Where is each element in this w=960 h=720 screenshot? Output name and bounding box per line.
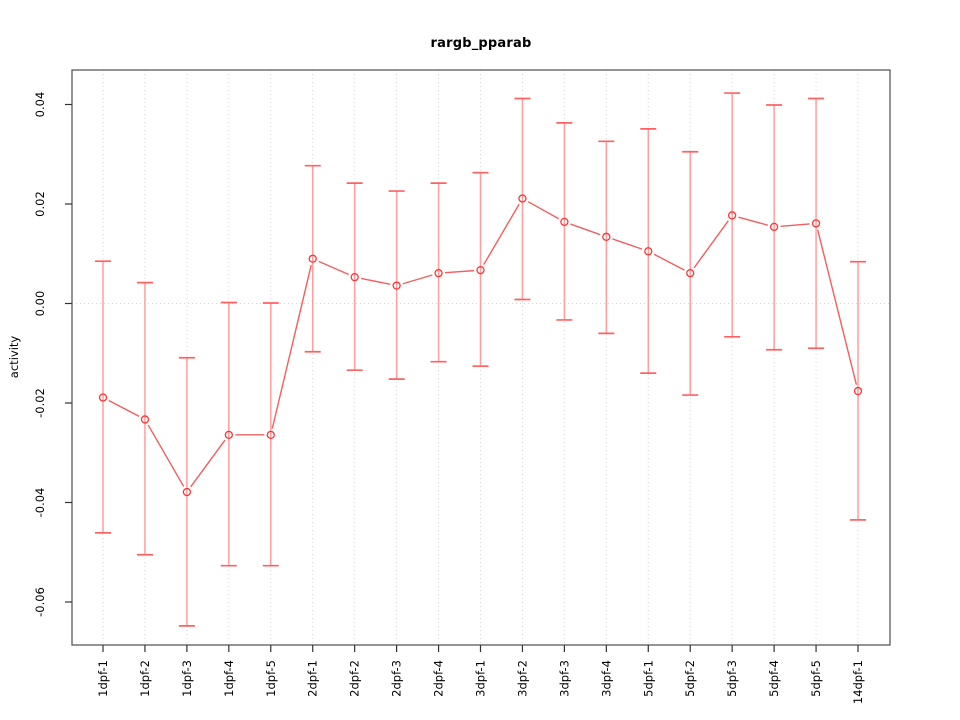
x-tick-label: 5dpf-2 — [683, 660, 697, 697]
data-point — [728, 211, 737, 220]
series-line-segment — [738, 216, 769, 226]
data-point — [686, 269, 695, 278]
data-point — [392, 281, 401, 290]
data-point — [266, 430, 275, 439]
x-tick-label: 1dpf-5 — [264, 660, 278, 697]
x-tick-label: 1dpf-2 — [138, 660, 152, 697]
y-tick-label: -0.06 — [33, 587, 47, 617]
y-tick-label: -0.04 — [33, 488, 47, 518]
x-tick-label: 2dpf-1 — [306, 660, 320, 697]
data-point — [811, 219, 821, 228]
y-tick-label: 0.00 — [33, 291, 47, 317]
data-point — [350, 272, 359, 282]
series-line-segment — [527, 201, 560, 220]
data-point — [769, 222, 779, 232]
y-tick-label: 0.02 — [33, 191, 47, 217]
x-tick-label: 3dpf-1 — [474, 660, 488, 697]
x-tick-label: 3dpf-4 — [599, 660, 613, 697]
series-line-segment — [483, 203, 520, 265]
x-tick-label: 2dpf-4 — [432, 660, 446, 697]
series-line-segment — [318, 260, 349, 276]
data-point — [518, 194, 527, 203]
x-tick-label: 1dpf-3 — [180, 660, 194, 697]
x-tick-label: 5dpf-3 — [725, 660, 739, 697]
data-point — [560, 217, 569, 227]
series-line-segment — [190, 439, 226, 488]
x-tick-label: 5dpf-5 — [809, 660, 823, 697]
x-tick-label: 1dpf-4 — [222, 660, 236, 697]
series-line-segment — [612, 238, 643, 250]
x-tick-label: 5dpf-1 — [641, 660, 655, 697]
x-tick-label: 1dpf-1 — [96, 660, 110, 697]
series-line-segment — [780, 223, 810, 228]
x-tick-label: 3dpf-2 — [515, 660, 529, 697]
series-line-segment — [570, 223, 601, 236]
series-line-segment — [360, 277, 391, 285]
data-point — [308, 254, 317, 263]
x-tick-label: 5dpf-4 — [767, 660, 781, 697]
data-point — [644, 247, 653, 256]
data-point — [602, 232, 611, 241]
series-line-segment — [271, 264, 312, 429]
data-point — [476, 266, 485, 275]
series-line-segment — [108, 399, 140, 418]
x-tick-label: 14dpf-1 — [851, 660, 865, 704]
data-point — [224, 430, 233, 439]
series-line-segment — [693, 220, 729, 269]
data-point — [182, 487, 192, 497]
x-tick-label: 2dpf-2 — [348, 660, 362, 697]
y-axis-label: activity — [7, 336, 21, 379]
chart-title: rargb_pparab — [430, 36, 532, 51]
series-line-segment — [147, 424, 185, 487]
series-line-segment — [402, 274, 433, 285]
data-point — [98, 393, 108, 402]
x-tick-label: 3dpf-3 — [557, 660, 571, 697]
x-tick-label: 2dpf-3 — [390, 660, 404, 697]
series-line-segment — [444, 269, 475, 274]
y-tick-label: 0.04 — [33, 92, 47, 118]
series-line-segment — [653, 253, 685, 271]
data-point — [140, 415, 150, 424]
series-line-segment — [816, 229, 858, 385]
y-tick-label: -0.02 — [33, 388, 47, 418]
data-point — [853, 386, 863, 396]
data-point — [434, 269, 443, 278]
